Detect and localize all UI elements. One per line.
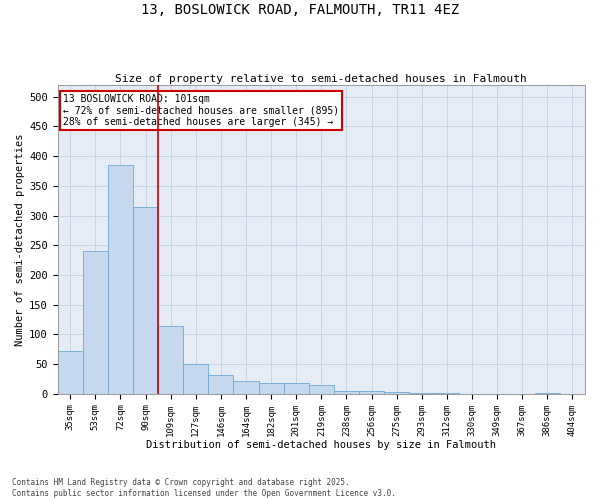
Bar: [384, 392, 409, 394]
Bar: [309, 385, 334, 394]
Bar: [233, 381, 259, 394]
Bar: [259, 383, 284, 394]
Text: 13, BOSLOWICK ROAD, FALMOUTH, TR11 4EZ: 13, BOSLOWICK ROAD, FALMOUTH, TR11 4EZ: [141, 2, 459, 16]
Bar: [83, 251, 108, 394]
Title: Size of property relative to semi-detached houses in Falmouth: Size of property relative to semi-detach…: [115, 74, 527, 84]
Bar: [284, 383, 309, 394]
Y-axis label: Number of semi-detached properties: Number of semi-detached properties: [15, 133, 25, 346]
Bar: [158, 326, 183, 394]
Bar: [58, 351, 83, 394]
Bar: [108, 165, 133, 394]
Text: 13 BOSLOWICK ROAD: 101sqm
← 72% of semi-detached houses are smaller (895)
28% of: 13 BOSLOWICK ROAD: 101sqm ← 72% of semi-…: [63, 94, 339, 128]
Bar: [409, 392, 434, 394]
Bar: [133, 206, 158, 394]
X-axis label: Distribution of semi-detached houses by size in Falmouth: Distribution of semi-detached houses by …: [146, 440, 496, 450]
Bar: [208, 375, 233, 394]
Text: Contains HM Land Registry data © Crown copyright and database right 2025.
Contai: Contains HM Land Registry data © Crown c…: [12, 478, 396, 498]
Bar: [183, 364, 208, 394]
Bar: [334, 391, 359, 394]
Bar: [359, 391, 384, 394]
